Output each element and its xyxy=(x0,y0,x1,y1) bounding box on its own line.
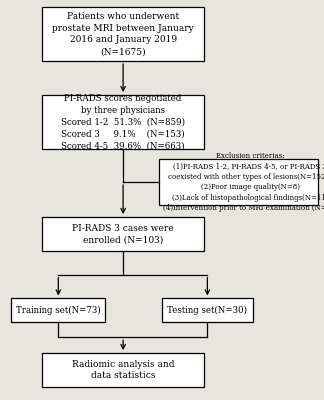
FancyBboxPatch shape xyxy=(42,353,204,387)
Text: Exclusion criterias:
(1)PI-RADS 1-2, PI-RADS 4-5, or PI-RADS 3
coexisted with ot: Exclusion criterias: (1)PI-RADS 1-2, PI-… xyxy=(163,152,324,212)
FancyBboxPatch shape xyxy=(11,298,105,322)
Text: Training set(N=73): Training set(N=73) xyxy=(16,306,101,314)
Text: Patients who underwent
prostate MRI between January
2016 and January 2019
(N=167: Patients who underwent prostate MRI betw… xyxy=(52,12,194,56)
Text: PI-RADS scores negotiated
by three physicians
Scored 1-2  51.3%  (N=859)
Scored : PI-RADS scores negotiated by three physi… xyxy=(61,94,185,150)
FancyBboxPatch shape xyxy=(42,7,204,61)
FancyBboxPatch shape xyxy=(159,159,318,205)
Text: PI-RADS 3 cases were
enrolled (N=103): PI-RADS 3 cases were enrolled (N=103) xyxy=(72,224,174,244)
Text: Testing set(N=30): Testing set(N=30) xyxy=(167,306,248,314)
Text: Radiomic analysis and
data statistics: Radiomic analysis and data statistics xyxy=(72,360,174,380)
FancyBboxPatch shape xyxy=(162,298,253,322)
FancyBboxPatch shape xyxy=(42,95,204,149)
FancyBboxPatch shape xyxy=(42,217,204,251)
